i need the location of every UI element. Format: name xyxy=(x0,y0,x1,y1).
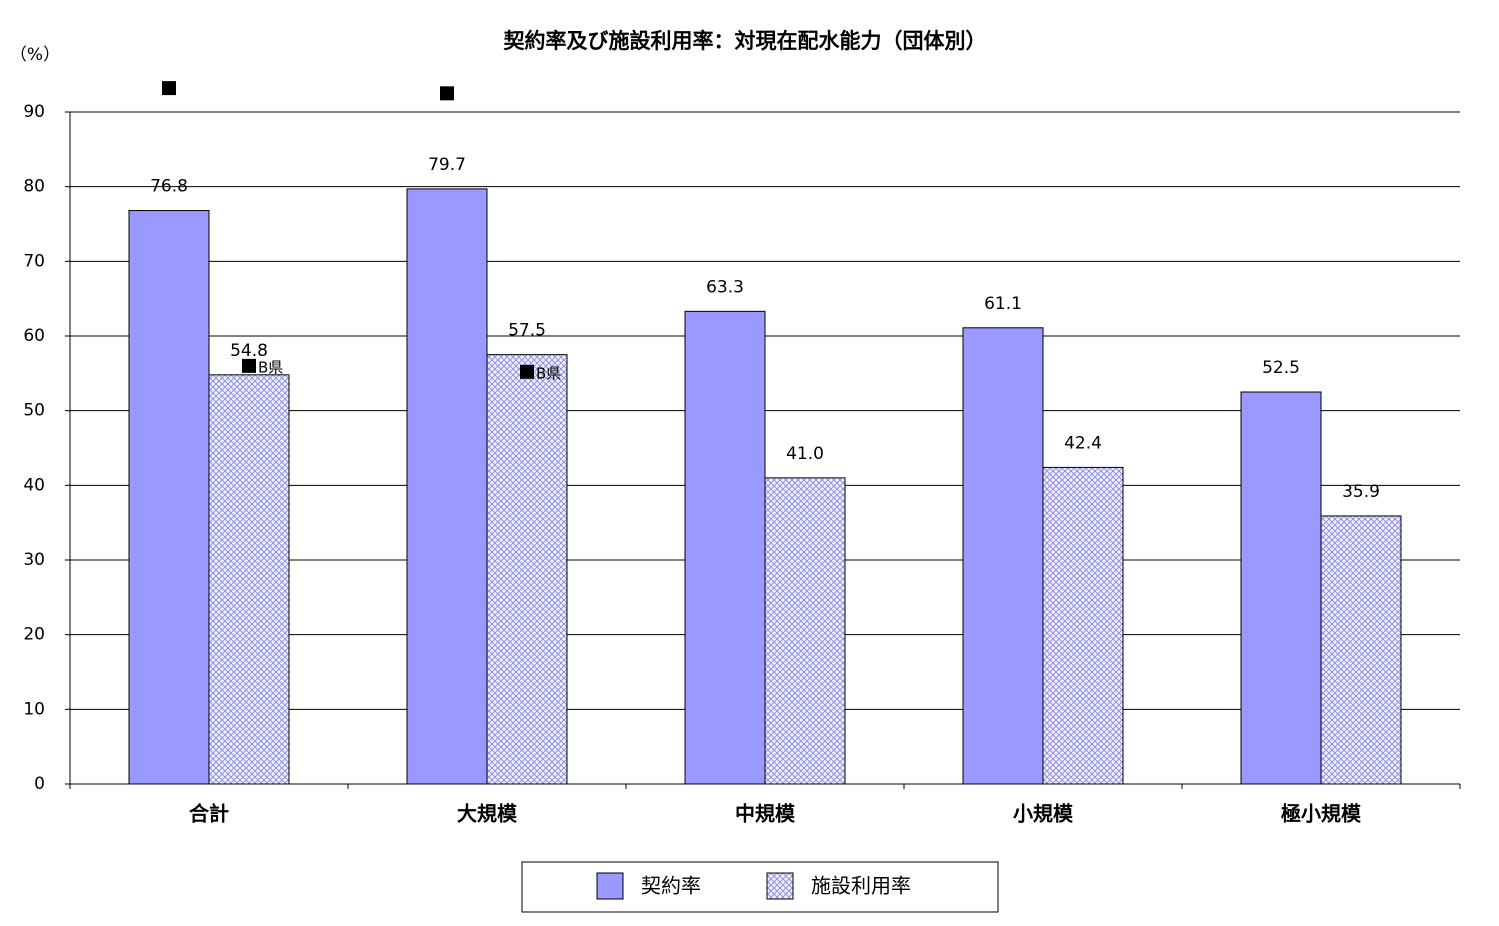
bar xyxy=(684,310,766,785)
legend-swatch xyxy=(596,872,624,900)
y-tick-label: 20 xyxy=(23,625,45,645)
legend-label: 施設利用率 xyxy=(811,874,911,898)
x-tick-label: 合計 xyxy=(189,802,229,826)
chart-title: 契約率及び施設利用率：対現在配水能力（団体別） xyxy=(503,29,987,53)
bar xyxy=(208,374,290,785)
marker xyxy=(440,86,454,101)
value-label: 42.4 xyxy=(1064,433,1102,453)
value-label: 79.7 xyxy=(428,155,466,175)
marker xyxy=(162,81,176,96)
y-tick-label: 70 xyxy=(23,251,45,271)
marker xyxy=(520,364,534,379)
bar xyxy=(764,477,846,785)
y-tick-label: 0 xyxy=(34,774,45,794)
y-tick-label: 50 xyxy=(23,401,45,421)
y-axis-unit: （%） xyxy=(10,45,60,65)
value-label: 61.1 xyxy=(984,294,1022,314)
value-label: 41.0 xyxy=(786,444,824,464)
bar xyxy=(128,210,210,785)
value-label: 54.8 xyxy=(230,341,268,361)
bar xyxy=(1320,515,1402,785)
value-label: 52.5 xyxy=(1262,358,1300,378)
legend-label: 契約率 xyxy=(641,874,701,898)
y-tick-label: 80 xyxy=(23,177,45,197)
bar xyxy=(486,354,568,785)
value-label: 63.3 xyxy=(706,277,744,297)
x-tick-label: 中規模 xyxy=(735,802,796,826)
marker xyxy=(242,358,256,373)
legend-swatch xyxy=(766,872,794,900)
y-tick-label: 40 xyxy=(23,475,45,495)
bar xyxy=(1042,466,1124,785)
value-label: 76.8 xyxy=(150,177,188,197)
bar xyxy=(406,188,488,785)
y-tick-label: 60 xyxy=(23,326,45,346)
legend-box xyxy=(521,861,999,913)
x-tick-label: 小規模 xyxy=(1013,802,1074,826)
marker-label: B県 xyxy=(258,358,283,376)
bar xyxy=(1240,391,1322,785)
value-label: 57.5 xyxy=(508,321,546,341)
bar xyxy=(962,327,1044,785)
x-tick-label: 極小規模 xyxy=(1280,802,1362,826)
x-tick-label: 大規模 xyxy=(457,802,518,826)
marker-label: B県 xyxy=(536,364,561,382)
y-tick-label: 10 xyxy=(23,699,45,719)
value-label: 35.9 xyxy=(1342,482,1380,502)
y-tick-label: 90 xyxy=(23,102,45,122)
y-tick-label: 30 xyxy=(23,550,45,570)
